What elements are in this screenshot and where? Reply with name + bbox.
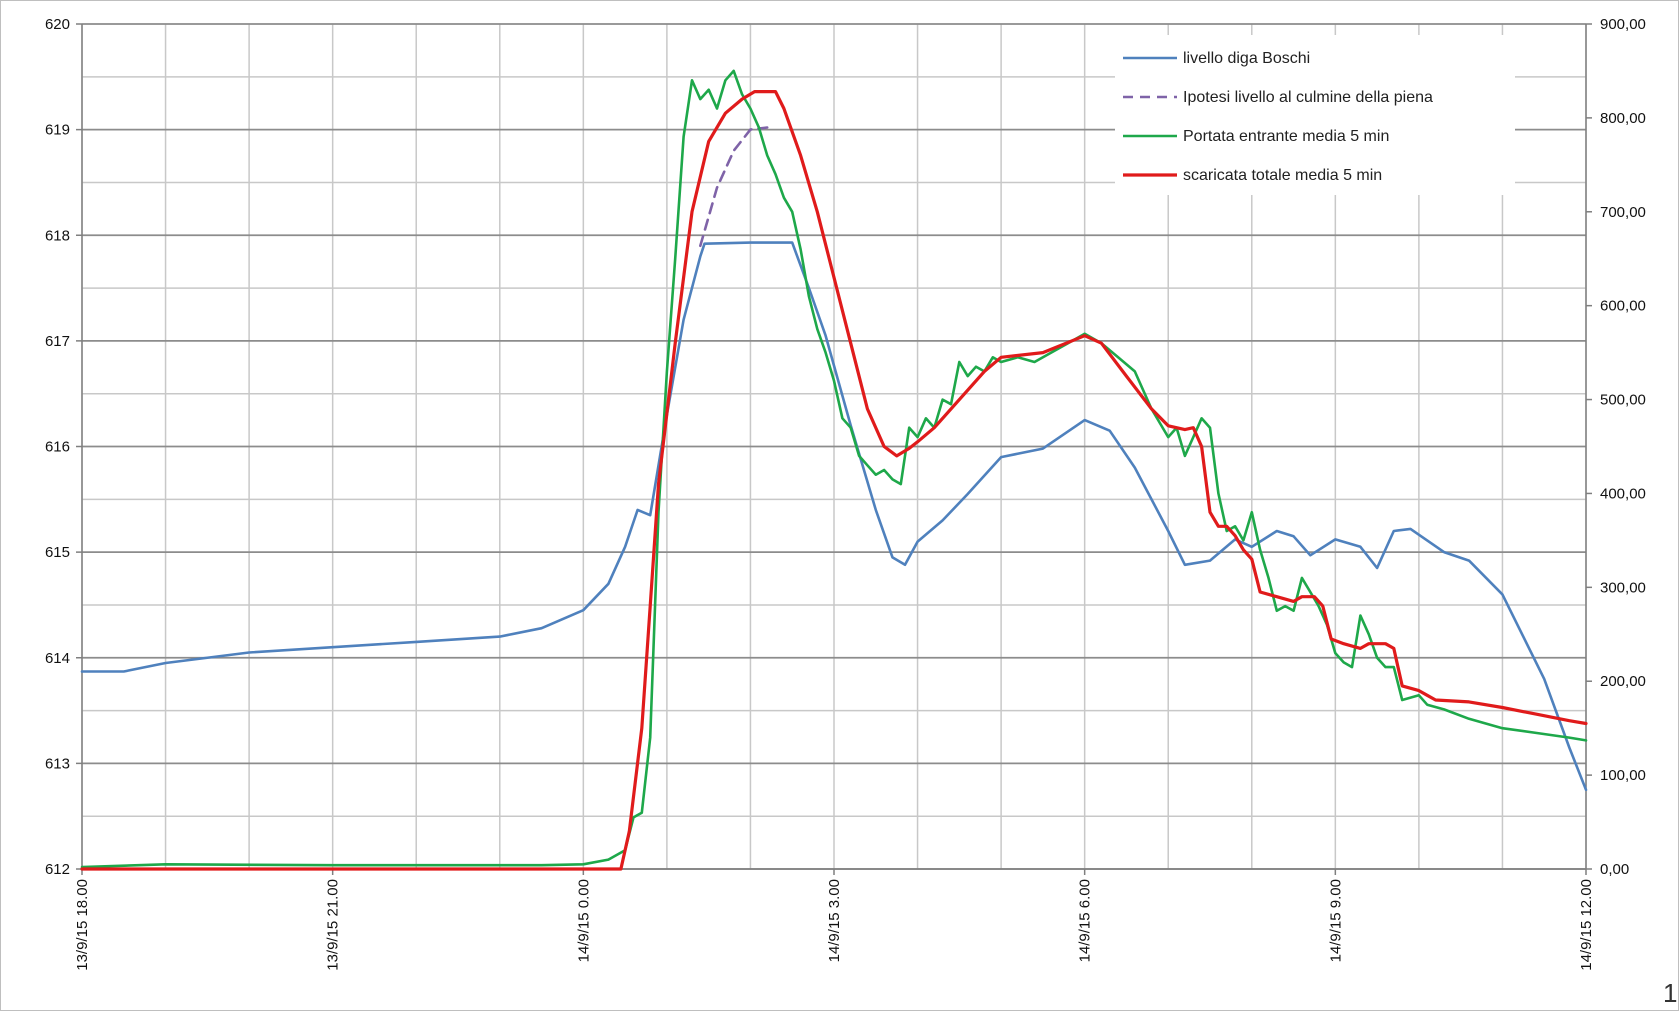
y-right-tick-label: 400,00 — [1600, 485, 1646, 502]
legend: livello diga Boschi Ipotesi livello al cu… — [1115, 35, 1515, 195]
series-lines — [80, 69, 1588, 871]
series-line-2 — [699, 126, 769, 248]
y-left-tick-label: 618 — [45, 227, 70, 244]
y-right-tick-label: 0,00 — [1600, 861, 1629, 878]
x-tick-label: 13/9/15 21.00 — [325, 879, 342, 971]
legend-label-2: Ipotesi livello al culmine della piena — [1183, 89, 1433, 106]
series-line-1 — [80, 241, 1588, 792]
y-left-tick-label: 614 — [45, 650, 70, 667]
y-left-tick-label: 616 — [45, 439, 70, 456]
y-right-tick-label: 300,00 — [1600, 579, 1646, 596]
page-marker: 1 — [1663, 978, 1677, 1008]
y-left-tick-label: 612 — [45, 861, 70, 878]
x-tick-label: 14/9/15 0.00 — [575, 879, 592, 962]
legend-box — [1115, 35, 1515, 195]
series-line-4 — [80, 90, 1588, 871]
y-right-tick-label: 200,00 — [1600, 673, 1646, 690]
axes: 612 613 614 615 616 617 618 619 620 0,00 100,00 200… — [45, 16, 1646, 971]
legend-label-4: scaricata totale media 5 min — [1183, 167, 1382, 184]
x-tick-label: 14/9/15 3.00 — [826, 879, 843, 962]
y-right-tick-label: 900,00 — [1600, 16, 1646, 33]
x-tick-label: 14/9/15 6.00 — [1077, 879, 1094, 962]
legend-label-1: livello diga Boschi — [1183, 50, 1310, 67]
y-left-tick-label: 617 — [45, 333, 70, 350]
y-right-tick-label: 800,00 — [1600, 110, 1646, 127]
x-tick-label: 14/9/15 12.00 — [1578, 879, 1595, 971]
y-right-tick-label: 600,00 — [1600, 298, 1646, 315]
y-left-tick-label: 615 — [45, 544, 70, 561]
y-right-tick-label: 500,00 — [1600, 392, 1646, 409]
y-left-tick-label: 620 — [45, 16, 70, 33]
series-line-3 — [80, 69, 1588, 869]
y-right-tick-label: 100,00 — [1600, 767, 1646, 784]
y-right-tick-label: 700,00 — [1600, 204, 1646, 221]
y-left-tick-label: 613 — [45, 755, 70, 772]
legend-label-3: Portata entrante media 5 min — [1183, 128, 1389, 145]
y-left-tick-label: 619 — [45, 122, 70, 139]
x-tick-label: 14/9/15 9.00 — [1327, 879, 1344, 962]
x-tick-label: 13/9/15 18.00 — [74, 879, 91, 971]
